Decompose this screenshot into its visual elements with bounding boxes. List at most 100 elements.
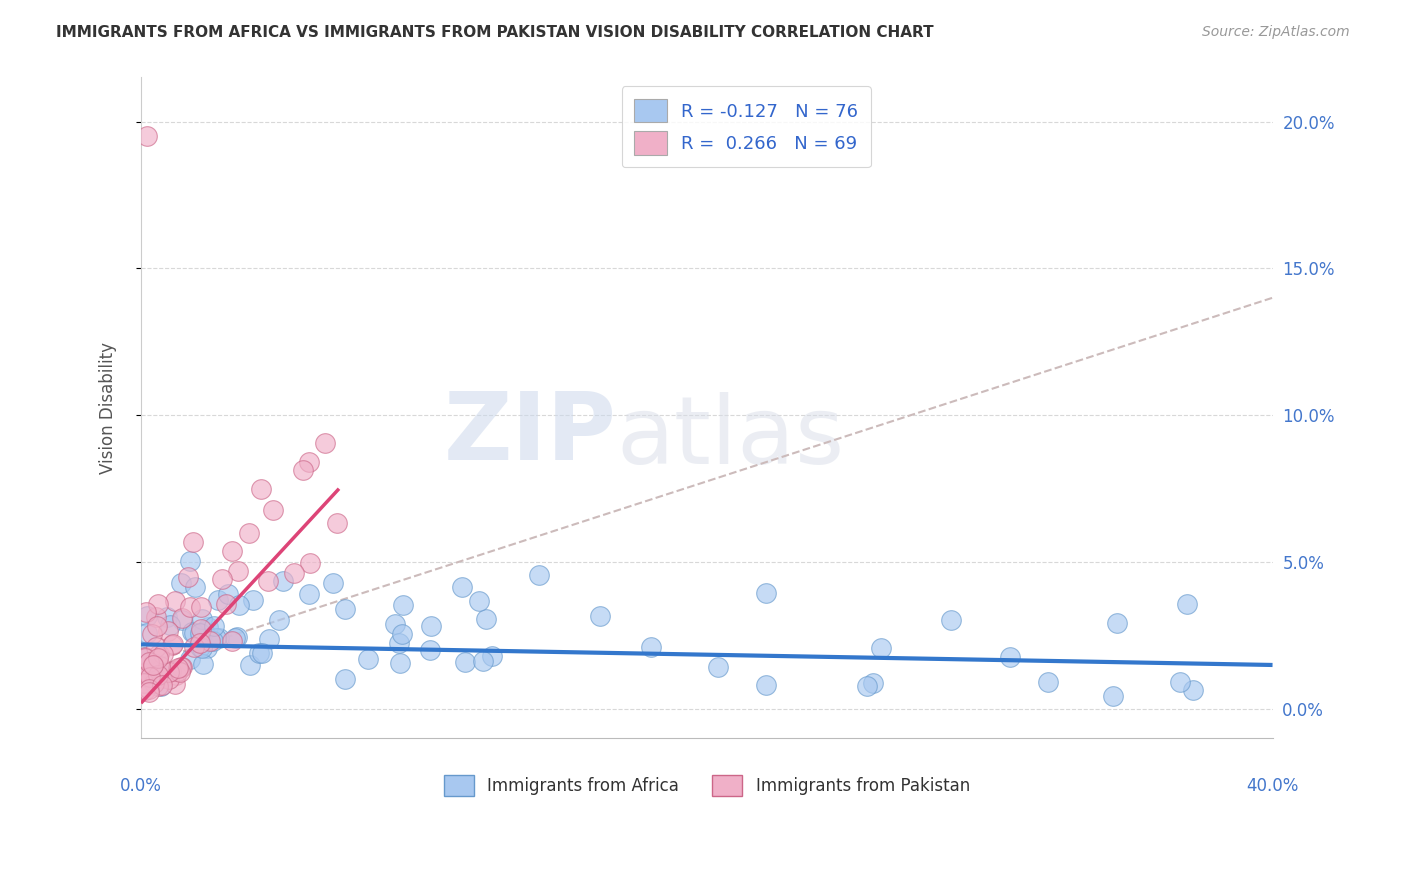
Point bbox=[136, 129, 159, 144]
Point bbox=[468, 594, 491, 608]
Point bbox=[134, 650, 156, 665]
Text: ZIP: ZIP bbox=[443, 388, 616, 481]
Point bbox=[755, 586, 778, 600]
Point bbox=[200, 634, 222, 648]
Point bbox=[135, 626, 157, 640]
Text: 40.0%: 40.0% bbox=[1246, 777, 1299, 796]
Point bbox=[163, 677, 186, 691]
Point bbox=[172, 660, 194, 674]
Point bbox=[142, 658, 165, 673]
Point bbox=[454, 655, 477, 669]
Point bbox=[159, 618, 181, 632]
Point bbox=[226, 564, 249, 578]
Text: Source: ZipAtlas.com: Source: ZipAtlas.com bbox=[1202, 25, 1350, 39]
Point bbox=[640, 640, 662, 654]
Point bbox=[190, 612, 212, 626]
Point bbox=[146, 619, 169, 633]
Point bbox=[191, 657, 214, 672]
Point bbox=[224, 631, 246, 645]
Point bbox=[1182, 682, 1205, 697]
Point bbox=[1101, 689, 1123, 703]
Point bbox=[211, 572, 233, 586]
Point bbox=[150, 678, 173, 692]
Point bbox=[170, 660, 193, 674]
Text: 0.0%: 0.0% bbox=[120, 777, 162, 796]
Point bbox=[188, 640, 211, 655]
Point bbox=[132, 649, 155, 664]
Point bbox=[419, 619, 441, 633]
Point bbox=[205, 631, 228, 645]
Point bbox=[170, 611, 193, 625]
Point bbox=[149, 659, 172, 673]
Point bbox=[239, 658, 262, 673]
Point bbox=[138, 684, 160, 698]
Point bbox=[1036, 675, 1059, 690]
Point bbox=[169, 665, 191, 679]
Point bbox=[150, 679, 173, 693]
Point bbox=[291, 463, 314, 477]
Point bbox=[195, 641, 218, 656]
Point bbox=[150, 671, 173, 685]
Point bbox=[298, 455, 321, 469]
Point bbox=[146, 667, 169, 681]
Point bbox=[314, 436, 336, 450]
Point bbox=[157, 665, 180, 679]
Point bbox=[755, 678, 778, 692]
Point bbox=[135, 605, 157, 619]
Point bbox=[257, 574, 280, 588]
Point bbox=[142, 673, 165, 687]
Point bbox=[217, 586, 239, 600]
Point bbox=[152, 668, 174, 682]
Point bbox=[146, 651, 169, 665]
Point bbox=[215, 597, 238, 611]
Point bbox=[188, 636, 211, 650]
Point bbox=[190, 599, 212, 614]
Point bbox=[357, 651, 380, 665]
Point bbox=[197, 620, 219, 634]
Point bbox=[146, 597, 169, 611]
Point bbox=[855, 679, 877, 693]
Point bbox=[162, 638, 184, 652]
Point bbox=[134, 650, 156, 665]
Point bbox=[208, 632, 231, 646]
Point bbox=[177, 570, 200, 584]
Point bbox=[299, 556, 322, 570]
Point bbox=[132, 676, 155, 690]
Point bbox=[388, 636, 411, 650]
Point bbox=[238, 526, 260, 541]
Point bbox=[141, 627, 163, 641]
Y-axis label: Vision Disability: Vision Disability bbox=[100, 342, 117, 474]
Point bbox=[142, 657, 165, 671]
Point bbox=[527, 567, 550, 582]
Point bbox=[134, 682, 156, 697]
Legend: Immigrants from Africa, Immigrants from Pakistan: Immigrants from Africa, Immigrants from … bbox=[437, 768, 977, 803]
Point bbox=[179, 554, 201, 568]
Point bbox=[221, 634, 243, 648]
Point bbox=[1175, 598, 1198, 612]
Text: atlas: atlas bbox=[616, 392, 845, 483]
Point bbox=[156, 624, 179, 638]
Point bbox=[136, 608, 159, 623]
Point bbox=[138, 681, 160, 696]
Point bbox=[242, 592, 264, 607]
Point bbox=[142, 657, 165, 671]
Point bbox=[391, 627, 413, 641]
Point bbox=[250, 646, 273, 660]
Point bbox=[202, 618, 225, 632]
Point bbox=[193, 624, 215, 638]
Point bbox=[392, 598, 415, 612]
Point bbox=[156, 610, 179, 624]
Point bbox=[862, 676, 884, 690]
Point bbox=[707, 659, 730, 673]
Point bbox=[207, 593, 229, 607]
Point bbox=[247, 646, 270, 660]
Point bbox=[166, 664, 188, 678]
Point bbox=[167, 660, 190, 674]
Point bbox=[139, 670, 162, 684]
Point bbox=[1107, 616, 1129, 631]
Point bbox=[163, 594, 186, 608]
Point bbox=[188, 625, 211, 640]
Point bbox=[939, 614, 962, 628]
Point bbox=[179, 599, 201, 614]
Point bbox=[179, 652, 201, 666]
